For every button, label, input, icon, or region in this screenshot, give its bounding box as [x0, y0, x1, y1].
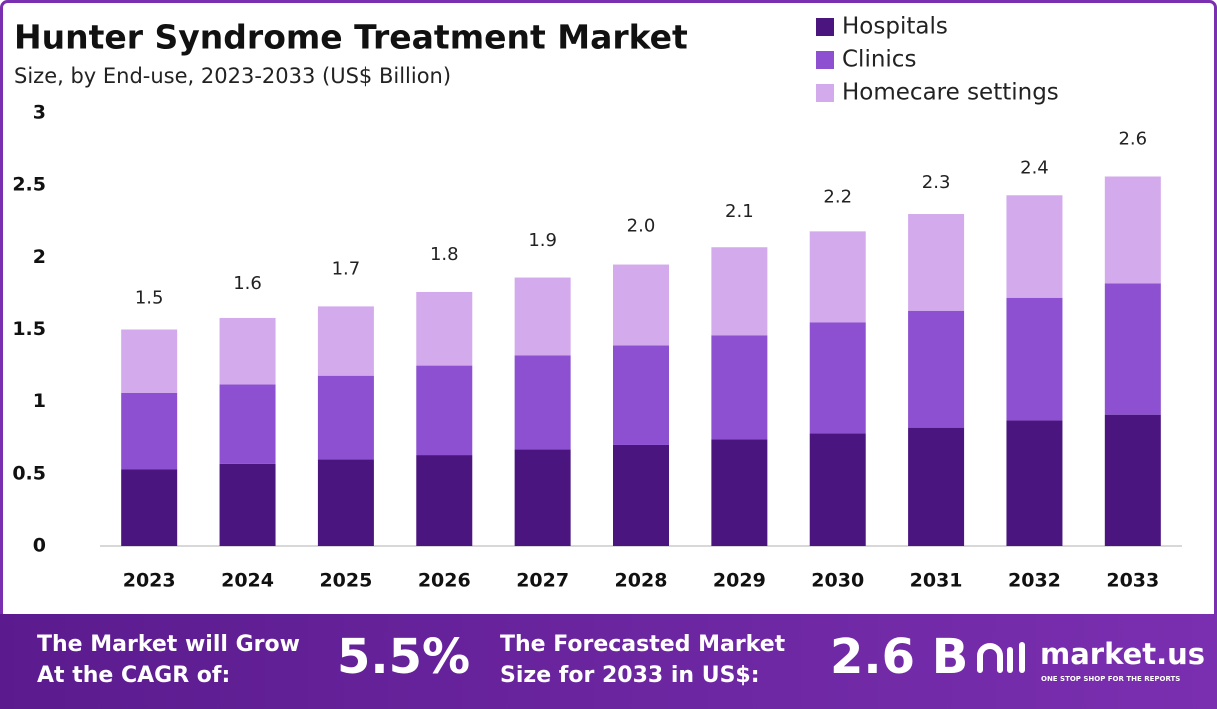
- footer-band: [0, 614, 1217, 709]
- total-label: 1.6: [233, 273, 262, 294]
- bar-segment: [613, 345, 669, 445]
- total-label: 2.3: [922, 172, 951, 193]
- bar-segment: [514, 449, 571, 546]
- chart-subtitle: Size, by End-use, 2023-2033 (US$ Billion…: [14, 64, 451, 88]
- bar-segment: [416, 455, 473, 546]
- bar-segment: [219, 317, 276, 385]
- bar-segment: [416, 365, 473, 456]
- y-tick-label: 1.5: [12, 318, 46, 340]
- bar-segment: [613, 444, 669, 546]
- total-label: 2.2: [823, 186, 852, 207]
- bar-segment: [1104, 176, 1161, 284]
- bar-segment: [1006, 297, 1063, 421]
- legend-label: Homecare settings: [842, 80, 1059, 106]
- total-label: 1.9: [528, 230, 557, 251]
- total-label: 2.6: [1118, 129, 1147, 150]
- bar-segment: [809, 231, 866, 323]
- bar-segment: [1006, 195, 1063, 298]
- y-tick-label: 0.5: [12, 462, 46, 484]
- x-tick-label: 2023: [123, 570, 176, 592]
- brand: market.us: [1040, 637, 1205, 671]
- bar-segment: [416, 291, 473, 366]
- chart-title: Hunter Syndrome Treatment Market: [14, 18, 688, 57]
- cagr-value: 5.5%: [337, 629, 470, 685]
- bar-segment: [121, 329, 178, 394]
- x-tick-label: 2024: [221, 570, 274, 592]
- bar-segment: [908, 214, 965, 311]
- bar-segment: [1104, 414, 1161, 546]
- cagr-text: At the CAGR of:: [37, 663, 230, 688]
- legend-swatch: [816, 84, 834, 102]
- x-tick-label: 2029: [713, 570, 766, 592]
- y-tick-label: 1: [33, 390, 46, 412]
- x-tick-label: 2033: [1106, 570, 1159, 592]
- logo-icon: [977, 642, 1025, 673]
- bar-segment: [711, 439, 768, 546]
- total-label: 2.0: [627, 215, 656, 236]
- tagline: ONE STOP SHOP FOR THE REPORTS: [1041, 675, 1180, 683]
- bar-segment: [1006, 420, 1063, 546]
- bar-segment: [1104, 283, 1161, 415]
- bar-segment: [711, 335, 768, 440]
- total-label: 2.4: [1020, 158, 1049, 179]
- x-tick-label: 2025: [319, 570, 372, 592]
- x-tick-label: 2027: [516, 570, 569, 592]
- y-tick-label: 2.5: [12, 174, 46, 196]
- y-tick-label: 0: [33, 535, 46, 557]
- bar-segment: [613, 264, 669, 346]
- total-label: 2.1: [725, 201, 754, 222]
- y-tick-label: 2: [33, 246, 46, 268]
- bar-segment: [809, 433, 866, 546]
- forecast-text: Size for 2033 in US$:: [500, 663, 760, 688]
- forecast-text: The Forecasted Market: [500, 632, 786, 657]
- cagr-text: The Market will Grow: [37, 632, 300, 657]
- x-tick-label: 2031: [910, 570, 963, 592]
- total-label: 1.7: [332, 259, 361, 280]
- bar-segment: [317, 459, 374, 546]
- bar-segment: [317, 375, 374, 460]
- x-tick-label: 2032: [1008, 570, 1061, 592]
- bar-segment: [908, 310, 965, 428]
- forecast-value: 2.6 B: [830, 629, 968, 685]
- bar-segment: [711, 247, 768, 336]
- bar-segment: [121, 469, 178, 546]
- legend-swatch: [816, 18, 834, 36]
- bar-segment: [121, 393, 178, 470]
- legend-label: Hospitals: [842, 14, 948, 40]
- x-tick-label: 2026: [418, 570, 471, 592]
- bar-segment: [219, 384, 276, 464]
- total-label: 1.8: [430, 244, 459, 265]
- total-label: 1.5: [135, 288, 164, 309]
- bar-segment: [514, 277, 571, 356]
- footer: The Market will Grow At the CAGR of: 5.5…: [37, 629, 1205, 688]
- y-tick-label: 3: [33, 102, 46, 124]
- x-tick-label: 2028: [615, 570, 668, 592]
- bar-segment: [317, 306, 374, 376]
- legend-label: Clinics: [842, 47, 916, 73]
- legend-swatch: [816, 51, 834, 69]
- x-tick-label: 2030: [811, 570, 864, 592]
- bar-segment: [219, 463, 276, 546]
- bar-segment: [514, 355, 571, 450]
- bar-segment: [809, 322, 866, 434]
- bar-segment: [908, 427, 965, 546]
